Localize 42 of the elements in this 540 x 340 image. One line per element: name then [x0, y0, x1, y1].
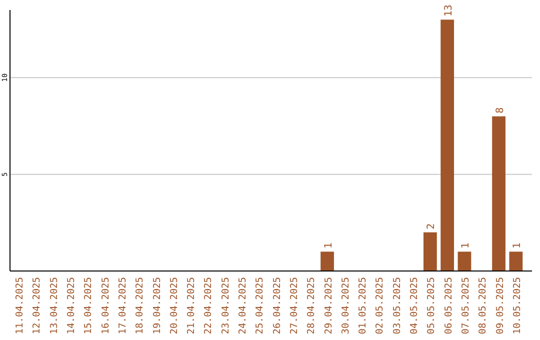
x-tick-label: 12.04.2025	[32, 277, 43, 334]
x-tick-label: 03.05.2025	[392, 277, 403, 334]
x-tick-label: 27.04.2025	[288, 277, 300, 334]
bar	[440, 20, 454, 271]
data-label: 1	[323, 242, 334, 249]
data-label: 13	[443, 4, 454, 17]
x-tick-label: 08.05.2025	[478, 277, 489, 334]
x-tick-label: 25.04.2025	[254, 277, 266, 334]
x-tick-label: 21.04.2025	[186, 277, 198, 334]
x-tick-label: 05.05.2025	[426, 277, 438, 334]
x-tick-label: 07.05.2025	[460, 277, 472, 334]
x-tick-label: 22.04.2025	[203, 277, 214, 334]
x-tick-label: 20.04.2025	[168, 277, 180, 334]
x-tick-label: 02.05.2025	[374, 277, 386, 334]
data-label: 8	[494, 107, 506, 114]
data-label: 2	[426, 223, 438, 230]
x-tick-label: 23.04.2025	[220, 277, 232, 334]
x-tick-label: 19.04.2025	[152, 277, 163, 334]
x-tick-label: 13.04.2025	[48, 277, 60, 334]
bar	[423, 232, 437, 271]
x-tick-label: 15.04.2025	[83, 277, 94, 334]
bar	[458, 252, 472, 271]
x-tick-label: 26.04.2025	[272, 277, 283, 334]
x-tick-label: 18.04.2025	[134, 277, 146, 334]
x-tick-label: 06.05.2025	[443, 277, 454, 334]
bar	[492, 116, 506, 271]
bar	[509, 252, 523, 271]
x-tick-label: 30.04.2025	[340, 277, 352, 334]
x-tick-label: 14.04.2025	[66, 277, 78, 334]
x-tick-label: 24.04.2025	[238, 277, 249, 334]
x-tick-label: 11.04.2025	[14, 277, 26, 334]
data-label: 1	[512, 242, 523, 249]
x-tick-label: 09.05.2025	[494, 277, 506, 334]
x-tick-label: 28.04.2025	[306, 277, 318, 334]
x-tick-label: 16.04.2025	[100, 277, 112, 334]
x-tick-label: 29.04.2025	[323, 277, 334, 334]
x-tick-label: 10.05.2025	[512, 277, 523, 334]
x-tick-label: 04.05.2025	[409, 277, 420, 334]
data-label: 1	[460, 242, 472, 249]
x-tick-label: 01.05.2025	[358, 277, 369, 334]
x-tick-label: 17.04.2025	[117, 277, 128, 334]
bar	[320, 252, 334, 271]
